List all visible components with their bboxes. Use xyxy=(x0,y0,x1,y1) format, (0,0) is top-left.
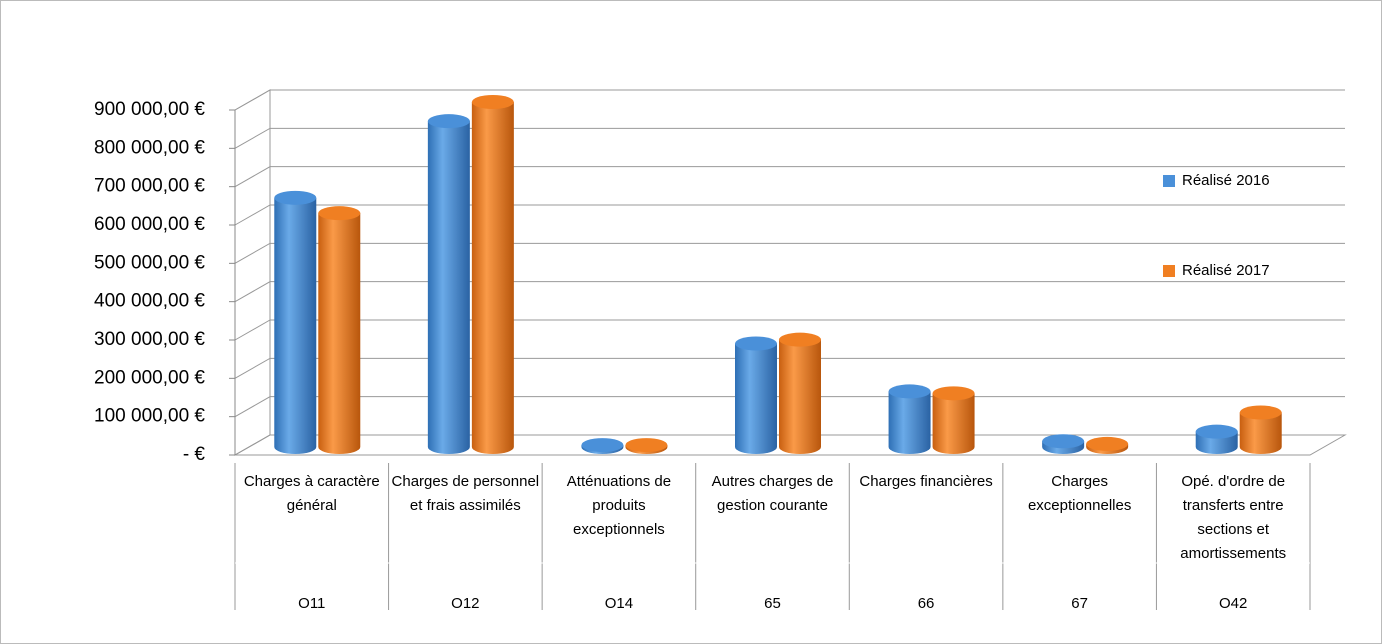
bar-top xyxy=(1042,434,1085,449)
y-tick-label: 200 000,00 € xyxy=(94,367,205,388)
bar xyxy=(427,121,470,455)
x-tick-code: 66 xyxy=(917,595,935,612)
bar-top xyxy=(625,438,668,453)
legend-swatch xyxy=(1163,175,1175,187)
bar-top xyxy=(471,95,514,109)
bar-top xyxy=(1239,405,1282,420)
x-tick-label: Atténuations de produits exceptionnels xyxy=(566,473,672,538)
legend-swatch xyxy=(1163,265,1175,277)
x-tick-label: Opé. d'ordre de transferts entre section… xyxy=(1180,473,1287,562)
legend-label: Réalisé 2017 xyxy=(1182,262,1270,279)
bar-top xyxy=(427,114,470,129)
bar-top xyxy=(581,438,624,453)
legend-label: Réalisé 2016 xyxy=(1182,172,1270,189)
bar-top xyxy=(1086,436,1129,451)
y-tick-label: 500 000,00 € xyxy=(94,252,205,273)
y-tick-label: - € xyxy=(183,444,206,465)
x-tick-label: Charges financières xyxy=(859,473,993,490)
x-tick-code: O11 xyxy=(298,595,326,612)
grid-line xyxy=(234,434,1345,456)
grid-line xyxy=(234,396,1345,418)
x-tick-code: 67 xyxy=(1071,595,1088,612)
bar-top xyxy=(735,336,777,351)
grid-line xyxy=(234,357,1345,379)
y-tick-label: 600 000,00 € xyxy=(94,214,205,235)
bar-top xyxy=(1195,424,1238,439)
side-wall xyxy=(234,89,271,456)
y-tick-label: 800 000,00 € xyxy=(94,137,205,158)
y-tick-label: 400 000,00 € xyxy=(94,291,205,312)
bar xyxy=(779,339,821,454)
x-tick-label: Charges à caractère général xyxy=(243,473,380,514)
y-tick-label: 300 000,00 € xyxy=(94,329,205,350)
x-tick-label: Charges de personnel et frais assimilés xyxy=(391,473,540,514)
grid-line xyxy=(234,127,1345,149)
bar xyxy=(471,102,514,454)
bar-top xyxy=(318,206,361,221)
bar xyxy=(274,197,317,455)
bar xyxy=(1239,412,1282,455)
x-tick-code: 65 xyxy=(764,595,781,612)
y-tick-label: 100 000,00 € xyxy=(94,406,205,427)
bar xyxy=(735,343,777,454)
x-tick-code: O12 xyxy=(451,595,480,612)
y-tick-label: 900 000,00 € xyxy=(94,99,205,120)
grid-line xyxy=(234,319,1345,341)
x-tick-label: Charges exceptionnelles xyxy=(1027,473,1132,514)
grid-line xyxy=(234,281,1345,303)
grid-line xyxy=(234,89,1345,111)
bar-top xyxy=(932,386,975,401)
y-tick-label: 700 000,00 € xyxy=(94,176,205,197)
bar xyxy=(888,391,931,455)
bar-top xyxy=(274,190,317,205)
grid-line xyxy=(234,166,1345,188)
x-tick-code: O42 xyxy=(1219,595,1248,612)
x-tick-code: O14 xyxy=(604,595,634,612)
bar-top xyxy=(888,384,931,399)
x-tick-label: Autres charges de gestion courante xyxy=(711,473,834,514)
grid-line xyxy=(234,204,1345,226)
bar xyxy=(318,213,361,454)
grid-line xyxy=(234,242,1345,264)
bar xyxy=(932,393,975,455)
bar-top xyxy=(779,332,821,347)
